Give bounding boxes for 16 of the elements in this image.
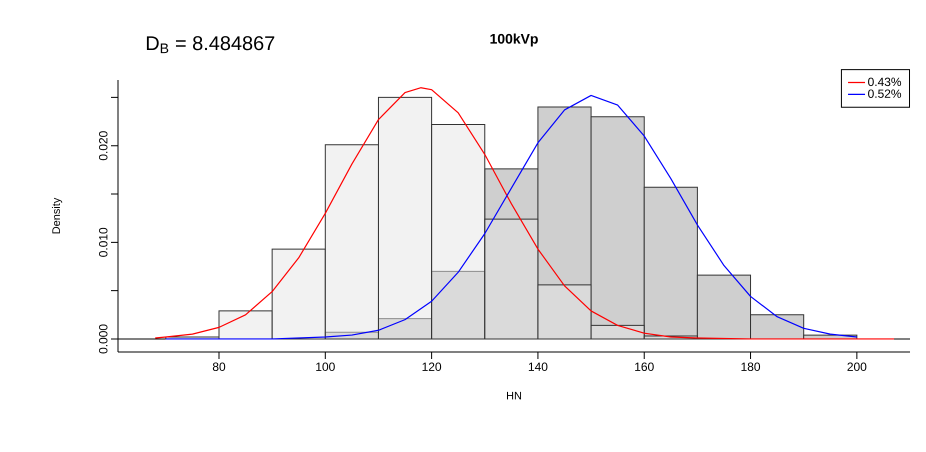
- y-tick-label: 0.020: [99, 131, 108, 160]
- y-tick-label: 0.010: [99, 228, 108, 257]
- legend-label: 0.43%: [868, 78, 902, 86]
- x-tick-label: 120: [422, 362, 442, 371]
- x-tick-label: 180: [741, 362, 760, 371]
- y-axis-title: Density: [52, 198, 62, 234]
- y-tick-label: 0.000: [99, 324, 108, 354]
- x-tick-label: 80: [212, 362, 226, 371]
- chart-title: 100kVp: [490, 33, 538, 46]
- x-tick-label: 100: [316, 362, 335, 371]
- x-tick-label: 200: [847, 362, 866, 371]
- legend-label: 0.52%: [868, 89, 902, 98]
- x-axis-title: HN: [506, 392, 522, 400]
- x-tick-label: 140: [528, 362, 548, 371]
- text: D$_{B}$ = 8.484867: [146, 36, 274, 54]
- x-tick-label: 160: [635, 362, 654, 371]
